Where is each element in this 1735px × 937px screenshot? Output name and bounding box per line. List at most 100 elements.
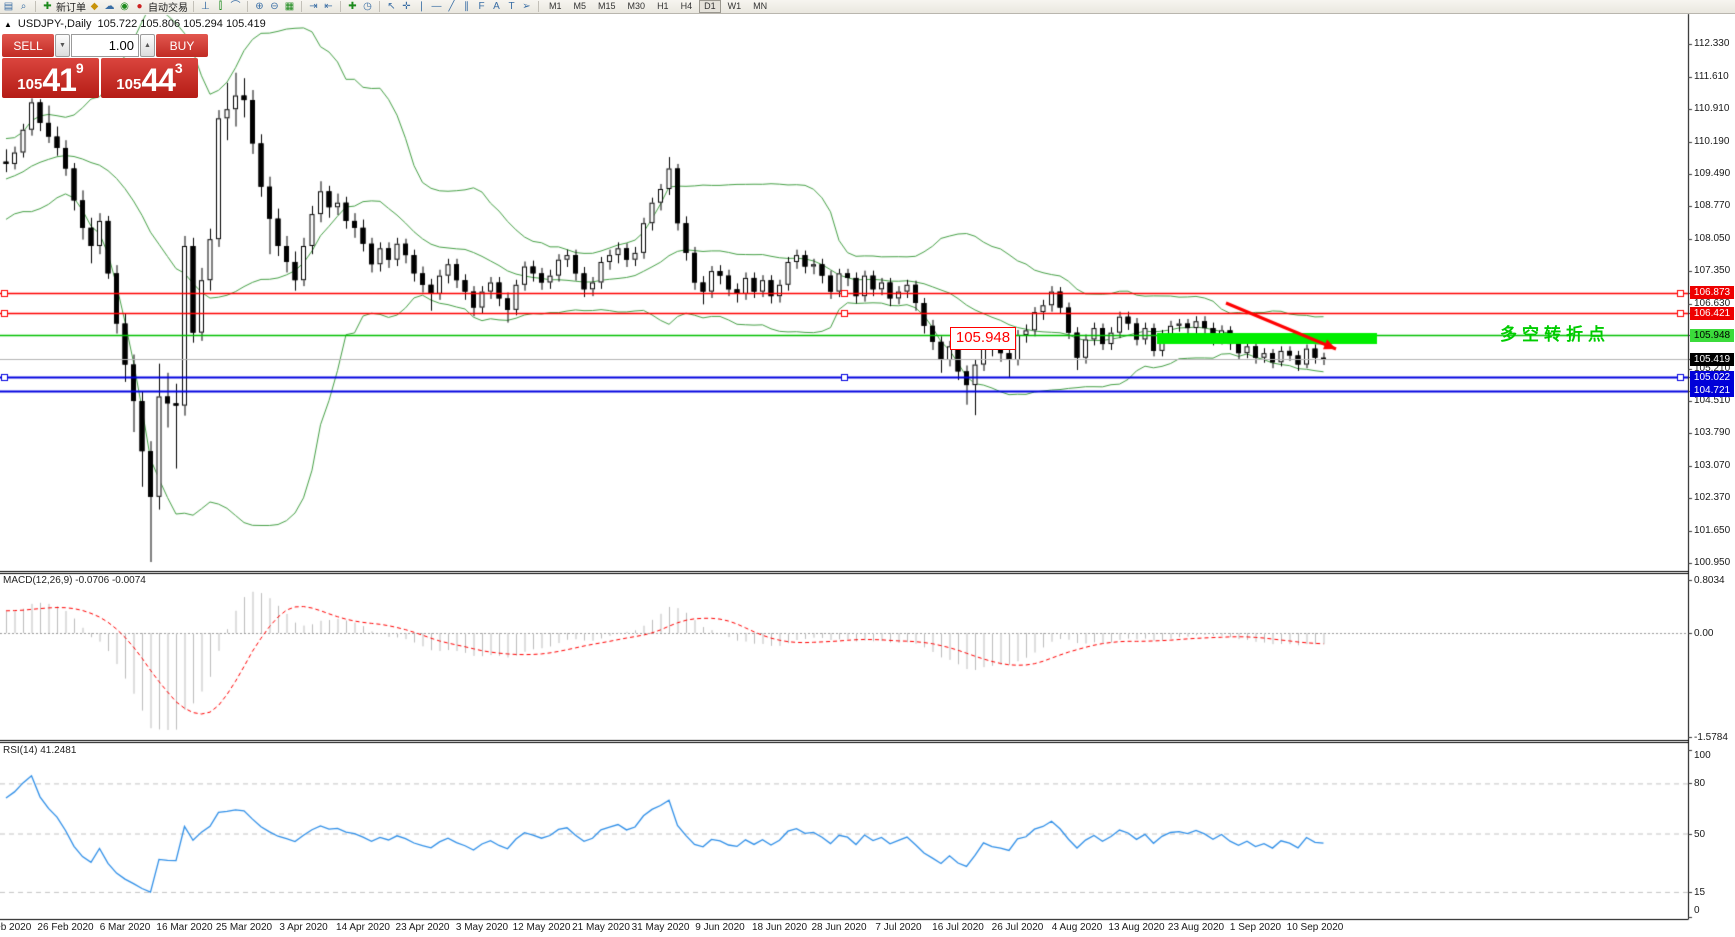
- rsi-tick-label: 0: [1694, 905, 1700, 916]
- toolbar-separator: [35, 1, 36, 12]
- price-tick-label: 103.070: [1694, 460, 1731, 472]
- market-watch-icon[interactable]: ⌕: [20, 0, 27, 12]
- rsi-indicator-label: RSI(14) 41.2481: [3, 745, 77, 756]
- date-tick-label: 3 May 2020: [455, 922, 509, 933]
- macd-tick-label: 0.8034: [1694, 574, 1725, 586]
- price-tick-label: 110.910: [1694, 102, 1730, 114]
- line-chart-icon[interactable]: ⌒: [230, 0, 241, 12]
- autotrade-icon: ●: [136, 0, 143, 12]
- price-tick-label: 108.050: [1694, 233, 1731, 245]
- price-level-badge: 106.873: [1690, 286, 1734, 300]
- price-tick-label: 108.770: [1694, 200, 1731, 212]
- toolbar: ▤ ⌕ ✚ 新订单 ◆ ☁ ◉ ● 自动交易 𝍥 ⫿ ⌒ ⊕ ⊖ ▦ ⇥ ⇤ ✚ ◷ ↖ ✛ ❘ ― ╱ ∥ F A T ➢ M1 M5 M1…: [0, 0, 1735, 14]
- buy-button[interactable]: BUY: [156, 34, 208, 57]
- zoom-in-icon[interactable]: ⊕: [255, 0, 264, 12]
- price-tick-label: 109.490: [1694, 167, 1731, 179]
- macd-tick-label: 0.00: [1694, 628, 1714, 639]
- date-tick-label: 21 May 2020: [572, 922, 630, 933]
- new-order-button[interactable]: ✚ 新订单: [41, 0, 86, 15]
- sell-price-pip: 9: [75, 60, 84, 76]
- timeframe-button-mn[interactable]: MN: [753, 1, 768, 11]
- zoom-out-icon[interactable]: ⊖: [270, 0, 279, 12]
- bar-chart-icon[interactable]: 𝍥: [201, 0, 210, 12]
- toolbar-separator: [379, 1, 380, 12]
- cursor-icon[interactable]: ↖: [387, 0, 396, 12]
- timeframe-button-w1[interactable]: W1: [727, 1, 742, 11]
- timeframe-button-h1[interactable]: H1: [657, 1, 669, 11]
- date-tick-label: 13 Aug 2020: [1108, 922, 1165, 933]
- timeframe-button-m30[interactable]: M30: [627, 1, 646, 11]
- fibonacci-icon[interactable]: F: [478, 0, 485, 12]
- hline-icon[interactable]: ―: [431, 0, 442, 12]
- price-tick-label: 111.610: [1694, 70, 1729, 82]
- crosshair-icon[interactable]: ✛: [402, 0, 411, 12]
- price-level-badge: 104.721: [1690, 384, 1734, 398]
- toolbar-separator: [247, 1, 248, 12]
- date-tick-label: 10 Sep 2020: [1286, 922, 1344, 933]
- price-tick-label: 106.630: [1694, 297, 1731, 309]
- date-tick-label: 25 Mar 2020: [215, 922, 273, 933]
- vline-icon[interactable]: ❘: [417, 0, 426, 12]
- volume-input[interactable]: [71, 34, 139, 57]
- channel-icon[interactable]: ∥: [464, 0, 469, 12]
- macd-indicator-label: MACD(12,26,9) -0.0706 -0.0074: [3, 575, 146, 586]
- account-icon[interactable]: ☁: [104, 0, 115, 12]
- timeframe-button-m1[interactable]: M1: [549, 1, 562, 11]
- price-tick-label: 107.350: [1694, 265, 1731, 277]
- volume-increase-button[interactable]: ▲: [140, 34, 155, 57]
- date-tick-label: 1 Sep 2020: [1229, 922, 1282, 933]
- price-level-badge: 106.421: [1690, 306, 1734, 320]
- date-tick-label: 3 Apr 2020: [279, 922, 328, 933]
- price-tick-label: 101.650: [1694, 525, 1731, 536]
- buy-price-tile[interactable]: 105 44 3: [101, 58, 198, 98]
- rsi-tick-label: 100: [1694, 750, 1711, 761]
- auto-shift-icon[interactable]: ⇤: [324, 0, 333, 12]
- candlestick-icon[interactable]: ⫿: [218, 0, 223, 12]
- buy-price-pip: 3: [174, 60, 183, 76]
- sell-price-tile[interactable]: 105 41 9: [2, 58, 99, 98]
- tile-windows-icon[interactable]: ▦: [284, 0, 295, 12]
- date-tick-label: 14 Apr 2020: [336, 922, 390, 933]
- timeframe-button-m5[interactable]: M5: [573, 1, 587, 11]
- scroll-end-icon[interactable]: ⇥: [309, 0, 318, 12]
- timeframe-button-m15[interactable]: M15: [598, 1, 616, 11]
- price-level-label[interactable]: 105.948: [950, 327, 1016, 350]
- chart-symbol-period: USDJPY-,Daily: [17, 18, 92, 30]
- date-tick-label: 12 May 2020: [512, 922, 571, 933]
- volume-decrease-button[interactable]: ▼: [55, 34, 70, 57]
- date-tick-label: 7 Feb 2020: [0, 922, 32, 933]
- panels-icon[interactable]: ▤: [3, 0, 14, 12]
- rsi-tick-label: 80: [1694, 778, 1706, 790]
- buy-price-prefix: 105: [116, 76, 142, 93]
- sell-button[interactable]: SELL: [2, 34, 54, 57]
- price-tick-label: 100.950: [1694, 556, 1731, 568]
- price-tick-label: 105.210: [1694, 362, 1731, 374]
- collapse-panel-icon[interactable]: ▲: [4, 19, 12, 29]
- signal-icon[interactable]: ◉: [120, 0, 129, 12]
- period-icon[interactable]: ◷: [363, 0, 372, 12]
- date-tick-label: 26 Feb 2020: [37, 922, 94, 933]
- add-indicator-icon[interactable]: ✚: [348, 0, 357, 12]
- sell-price-prefix: 105: [17, 76, 43, 93]
- autotrade-button[interactable]: ● 自动交易: [133, 0, 188, 15]
- label-icon[interactable]: T: [508, 0, 515, 12]
- trendline-icon[interactable]: ╱: [448, 0, 455, 12]
- timeframe-button-d1[interactable]: D1: [699, 0, 721, 13]
- chart-ohlc-readout: 105.722 105.806 105.294 105.419: [97, 18, 266, 30]
- toolbar-separator: [301, 1, 302, 12]
- timeframe-button-h4[interactable]: H4: [680, 1, 693, 11]
- price-level-badge: 105.419: [1690, 352, 1734, 366]
- toolbar-separator: [193, 1, 194, 12]
- buy-price-big: 44: [141, 62, 176, 98]
- annotation-note-text[interactable]: 多空转折点: [1500, 325, 1610, 344]
- text-icon[interactable]: A: [493, 0, 500, 12]
- deposit-icon[interactable]: ◆: [90, 0, 99, 12]
- chart-title-bar: ▲ USDJPY-,Daily 105.722 105.806 105.294 …: [4, 18, 266, 30]
- price-tick-label: 112.330: [1694, 38, 1730, 49]
- arrows-icon[interactable]: ➢: [522, 0, 531, 12]
- price-tick-label: 104.510: [1694, 394, 1731, 406]
- date-tick-label: 9 Jun 2020: [695, 922, 745, 933]
